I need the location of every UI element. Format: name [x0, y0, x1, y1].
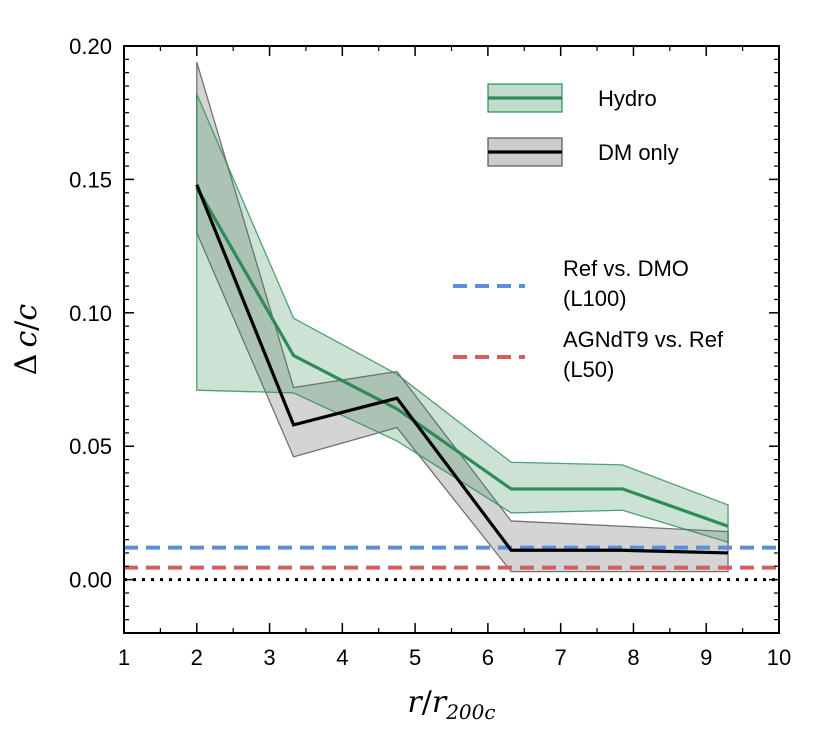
axis-labels: r/r200c Δc/c: [9, 304, 496, 724]
x-tick-label: 4: [336, 645, 348, 670]
legend-label-ref-vs-dmo: Ref vs. DMO: [563, 256, 689, 281]
reference-lines: [124, 545, 779, 582]
x-tick-label: 7: [555, 645, 567, 670]
legend-label-agndt9-vs-ref: AGNdT9 vs. Ref: [563, 327, 724, 352]
x-tick-label: 5: [409, 645, 421, 670]
legend: Hydro DM only Ref vs. DMO (L100) AGNdT9 vs. …: [453, 83, 724, 382]
y-tick-label: 0.15: [69, 167, 112, 192]
y-tick-label: 0.10: [69, 301, 112, 326]
x-tick-label: 6: [482, 645, 494, 670]
y-axis-label: Δc/c: [9, 304, 44, 376]
legend-sublabel-ref-vs-dmo: (L100): [563, 286, 627, 311]
x-tick-label: 8: [627, 645, 639, 670]
x-tick-label: 1: [118, 645, 130, 670]
band-dm-only: [196, 61, 729, 573]
x-tick-label: 2: [191, 645, 203, 670]
legend-label-hydro: Hydro: [598, 86, 657, 111]
x-tick-label: 3: [263, 645, 275, 670]
x-tick-label: 10: [767, 645, 791, 670]
series-lines: [195, 184, 729, 555]
x-axis-label: r/r200c: [407, 685, 495, 724]
line-hydro: [195, 186, 729, 528]
y-tick-label: 0.05: [69, 434, 112, 459]
uncertainty-bands: [196, 61, 729, 573]
x-tick-label: 9: [700, 645, 712, 670]
plot-frame: [123, 45, 780, 634]
band-hydro: [196, 93, 729, 544]
axis-ticks: 1 2 3 4 5 6 7 8 9 10 0.00 0.05 0.10 0.15 0.20: [69, 34, 791, 670]
line-dm-only: [195, 184, 729, 555]
y-tick-label: 0.00: [69, 568, 112, 593]
legend-sublabel-agndt9-vs-ref: (L50): [563, 357, 614, 382]
legend-label-dm-only: DM only: [598, 140, 679, 165]
y-tick-label: 0.20: [69, 34, 112, 59]
